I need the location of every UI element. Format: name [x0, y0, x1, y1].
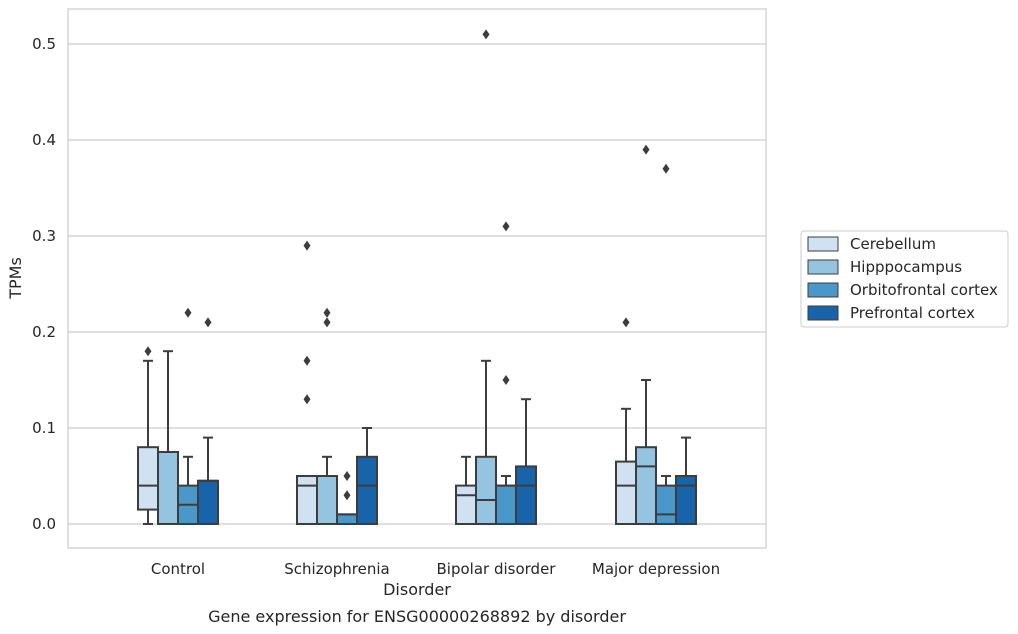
legend-frame — [800, 230, 1009, 328]
outlier-point — [502, 221, 510, 232]
y-tick-label: 0.1 — [32, 419, 56, 437]
y-tick-label: 0.3 — [32, 227, 56, 245]
box-group — [675, 436, 697, 525]
outlier-point — [303, 355, 311, 366]
chart-caption: Gene expression for ENSG00000268892 by d… — [208, 607, 626, 626]
x-tick-label: Control — [151, 560, 205, 578]
x-axis-ticks: Control Schizophrenia Bipolar disorder Majo… — [151, 560, 720, 578]
outlier-point — [323, 307, 331, 318]
box-group — [356, 427, 378, 525]
box-group — [296, 240, 318, 525]
y-tick-label: 0.0 — [32, 515, 56, 533]
box — [675, 475, 697, 525]
box — [455, 484, 477, 526]
box-group — [655, 163, 677, 526]
legend-swatch — [807, 305, 839, 321]
box-group — [336, 471, 358, 526]
legend: Cerebellum Hipppocampus Orbitofrontal cort… — [800, 230, 1009, 328]
box-group — [197, 317, 219, 525]
box-group — [157, 350, 179, 525]
outlier-point — [642, 144, 650, 155]
x-axis-label: Disorder — [383, 580, 451, 599]
box-group — [177, 307, 199, 526]
boxes — [137, 29, 697, 526]
box — [475, 455, 497, 525]
outlier-point — [343, 471, 351, 481]
box — [635, 446, 657, 526]
outlier-point — [303, 394, 311, 405]
box — [137, 446, 159, 511]
box — [197, 479, 219, 525]
legend-swatch — [807, 259, 839, 275]
outlier-point — [184, 307, 192, 318]
y-tick-label: 0.4 — [32, 131, 56, 149]
legend-label: Prefrontal cortex — [850, 304, 975, 322]
legend-swatch — [807, 282, 839, 298]
box-group — [455, 455, 477, 526]
box — [655, 484, 677, 526]
outlier-point — [343, 490, 351, 501]
legend-label: Cerebellum — [850, 235, 936, 253]
box — [356, 455, 378, 525]
box — [336, 513, 358, 526]
legend-label: Hipppocampus — [850, 258, 962, 276]
plot-frame — [67, 8, 767, 549]
outlier-point — [303, 240, 311, 251]
box — [316, 475, 338, 525]
box-group — [137, 346, 159, 525]
legend-label: Orbitofrontal cortex — [850, 281, 998, 299]
y-tick-label: 0.2 — [32, 323, 56, 341]
y-axis-ticks: 0.0 0.1 0.2 0.3 0.4 0.5 — [32, 35, 56, 533]
box — [615, 460, 637, 526]
outlier-point — [662, 163, 670, 174]
box-group — [495, 221, 517, 526]
x-tick-label: Schizophrenia — [284, 560, 389, 578]
box-group — [515, 398, 537, 525]
outlier-point — [144, 346, 152, 357]
outlier-point — [622, 317, 630, 328]
box-group — [615, 317, 637, 526]
legend-swatch — [807, 236, 839, 252]
box-group — [475, 29, 497, 525]
outlier-point — [323, 317, 331, 328]
box — [495, 484, 517, 526]
outlier-point — [204, 317, 212, 328]
outlier-point — [502, 375, 510, 385]
x-tick-label: Major depression — [592, 560, 720, 578]
box — [515, 465, 537, 525]
y-axis-label: TPMs — [6, 257, 25, 300]
box — [157, 451, 179, 525]
box-group — [635, 144, 657, 526]
x-tick-label: Bipolar disorder — [437, 560, 557, 578]
outlier-point — [482, 29, 490, 40]
box-group — [316, 307, 338, 525]
box — [296, 475, 318, 525]
y-tick-label: 0.5 — [32, 35, 56, 53]
